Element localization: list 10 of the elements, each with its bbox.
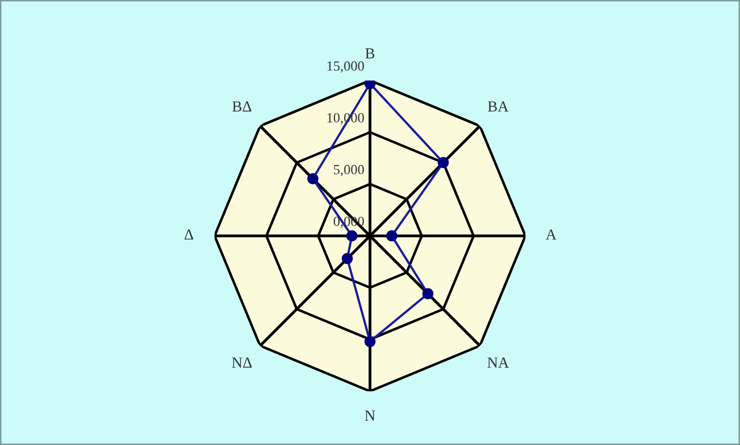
spoke-label: ΝΑ [487,357,509,368]
spoke-label: Ν [364,410,376,421]
spoke-label: Δ [184,229,194,240]
spoke-label: Α [546,229,556,240]
spoke-label: Β [365,48,374,58]
y-tick-label: 5,000 [334,164,364,176]
spoke-label: ΒΔ [232,101,252,112]
y-tick-label: 15,000 [327,61,364,73]
spoke-label: ΝΔ [232,357,252,368]
spoke-label: ΒΑ [488,101,509,112]
